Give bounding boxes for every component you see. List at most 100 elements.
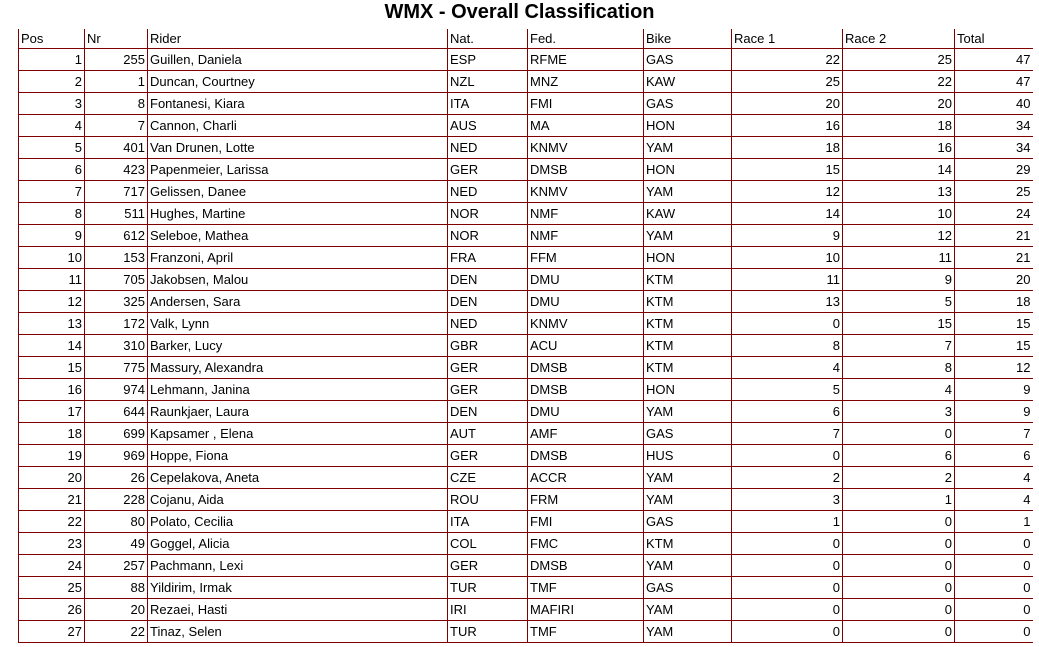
- table-cell: NOR: [447, 224, 528, 247]
- table-cell: HON: [643, 114, 732, 137]
- column-header: Race 1: [731, 29, 843, 49]
- table-cell: YAM: [643, 554, 732, 577]
- table-cell: 7: [84, 114, 148, 137]
- table-row: 23 49 Goggel, Alicia COL FMC KTM 0 0 0: [18, 532, 1033, 555]
- table-cell: HON: [643, 158, 732, 181]
- table-cell: 88: [84, 576, 148, 599]
- table-cell: Rezaei, Hasti: [147, 598, 448, 621]
- table-cell: Polato, Cecilia: [147, 510, 448, 533]
- table-cell: GAS: [643, 92, 732, 115]
- table-cell: KTM: [643, 532, 732, 555]
- table-cell: DMSB: [527, 378, 644, 401]
- table-cell: 11: [842, 246, 955, 269]
- table-row: 21 228 Cojanu, Aida ROU FRM YAM 3 1 4: [18, 488, 1033, 511]
- table-cell: Papenmeier, Larissa: [147, 158, 448, 181]
- table-cell: TUR: [447, 576, 528, 599]
- table-cell: 7: [842, 334, 955, 357]
- table-cell: YAM: [643, 136, 732, 159]
- table-row: 8 511 Hughes, Martine NOR NMF KAW 14 10 24: [18, 202, 1033, 225]
- table-cell: 14: [731, 202, 843, 225]
- table-cell: 9: [954, 400, 1033, 423]
- table-cell: 15: [954, 334, 1033, 357]
- table-cell: 13: [731, 290, 843, 313]
- table-cell: 9: [954, 378, 1033, 401]
- table-cell: YAM: [643, 488, 732, 511]
- table-cell: GAS: [643, 48, 732, 71]
- table-cell: Franzoni, April: [147, 246, 448, 269]
- table-cell: DMSB: [527, 554, 644, 577]
- table-cell: Goggel, Alicia: [147, 532, 448, 555]
- table-cell: 2: [731, 466, 843, 489]
- table-cell: Andersen, Sara: [147, 290, 448, 313]
- table-cell: 14: [842, 158, 955, 181]
- table-cell: KTM: [643, 312, 732, 335]
- table-cell: 10: [731, 246, 843, 269]
- table-cell: 228: [84, 488, 148, 511]
- table-cell: FFM: [527, 246, 644, 269]
- table-cell: 0: [842, 598, 955, 621]
- table-cell: 6: [731, 400, 843, 423]
- table-cell: 47: [954, 70, 1033, 93]
- table-cell: 7: [954, 422, 1033, 445]
- table-cell: NOR: [447, 202, 528, 225]
- table-cell: 11: [731, 268, 843, 291]
- table-row: 10 153 Franzoni, April FRA FFM HON 10 11 21: [18, 246, 1033, 269]
- table-cell: ITA: [447, 510, 528, 533]
- table-cell: Hughes, Martine: [147, 202, 448, 225]
- table-row: 27 22 Tinaz, Selen TUR TMF YAM 0 0 0: [18, 620, 1033, 643]
- table-cell: KTM: [643, 268, 732, 291]
- table-cell: 6: [842, 444, 955, 467]
- table-cell: ESP: [447, 48, 528, 71]
- table-cell: 47: [954, 48, 1033, 71]
- table-cell: 1: [731, 510, 843, 533]
- table-cell: 15: [18, 356, 85, 379]
- table-cell: 0: [731, 576, 843, 599]
- table-cell: 8: [18, 202, 85, 225]
- table-cell: 18: [842, 114, 955, 137]
- table-cell: 25: [731, 70, 843, 93]
- table-cell: DMU: [527, 400, 644, 423]
- table-cell: 24: [954, 202, 1033, 225]
- column-header: Pos: [18, 29, 85, 49]
- table-cell: 26: [18, 598, 85, 621]
- table-cell: GER: [447, 444, 528, 467]
- table-cell: 0: [954, 576, 1033, 599]
- table-cell: 22: [18, 510, 85, 533]
- table-cell: GAS: [643, 576, 732, 599]
- table-cell: 969: [84, 444, 148, 467]
- table-cell: 1: [954, 510, 1033, 533]
- table-cell: 9: [18, 224, 85, 247]
- table-cell: RFME: [527, 48, 644, 71]
- table-cell: 25: [18, 576, 85, 599]
- table-cell: 15: [954, 312, 1033, 335]
- table-cell: 15: [731, 158, 843, 181]
- table-cell: 699: [84, 422, 148, 445]
- table-cell: YAM: [643, 466, 732, 489]
- table-cell: Tinaz, Selen: [147, 620, 448, 643]
- table-cell: KNMV: [527, 136, 644, 159]
- table-row: 16 974 Lehmann, Janina GER DMSB HON 5 4 9: [18, 378, 1033, 401]
- table-cell: 12: [731, 180, 843, 203]
- table-cell: 1: [842, 488, 955, 511]
- table-cell: 644: [84, 400, 148, 423]
- table-cell: GER: [447, 554, 528, 577]
- column-header: Rider: [147, 29, 448, 49]
- table-cell: 10: [18, 246, 85, 269]
- table-cell: 0: [842, 510, 955, 533]
- table-cell: 21: [18, 488, 85, 511]
- table-cell: CZE: [447, 466, 528, 489]
- table-cell: DMU: [527, 290, 644, 313]
- table-cell: 25: [842, 48, 955, 71]
- table-cell: 0: [842, 422, 955, 445]
- table-cell: DMSB: [527, 356, 644, 379]
- table-cell: 7: [731, 422, 843, 445]
- table-cell: ITA: [447, 92, 528, 115]
- table-cell: 8: [842, 356, 955, 379]
- table-cell: 401: [84, 136, 148, 159]
- table-cell: 24: [18, 554, 85, 577]
- table-cell: FMI: [527, 92, 644, 115]
- table-cell: AUT: [447, 422, 528, 445]
- table-row: 1 255 Guillen, Daniela ESP RFME GAS 22 25 47: [18, 48, 1033, 71]
- table-cell: 6: [954, 444, 1033, 467]
